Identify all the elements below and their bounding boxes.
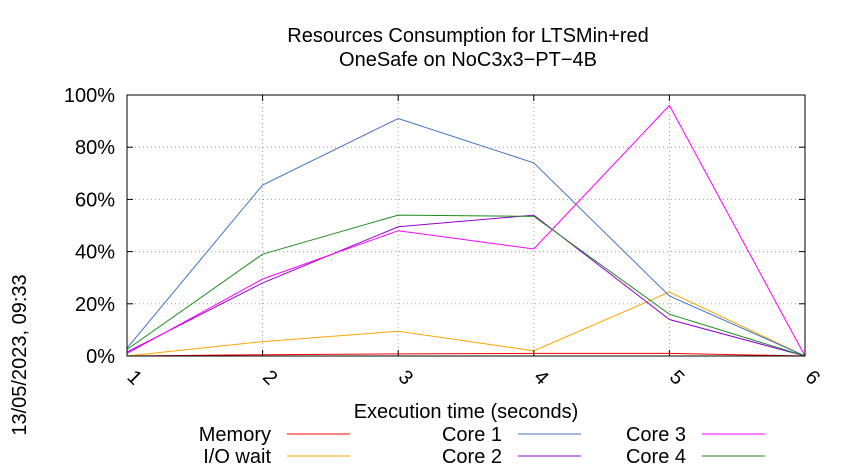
x-tick-label: 6: [801, 366, 824, 389]
y-tick-label: 80%: [75, 137, 115, 159]
timestamp-label: 13/05/2023, 09:33: [9, 274, 31, 435]
series-line-core-4: [126, 214, 806, 357]
x-tick-label: 5: [665, 366, 688, 389]
legend-label-core-3: Core 3: [626, 424, 686, 446]
series-lines: [126, 104, 806, 357]
chart-title-line-2: OneSafe on NoC3x3−PT−4B: [339, 49, 597, 71]
y-tick-label: 40%: [75, 242, 115, 264]
series-line-core-3: [126, 104, 806, 357]
x-axis-label: Execution time (seconds): [354, 401, 579, 423]
y-tick-label: 60%: [75, 189, 115, 211]
legend-label-core-1: Core 1: [442, 424, 502, 446]
x-tick-label: 3: [394, 366, 417, 389]
series-line-i-o-wait: [126, 291, 806, 357]
legend-label-memory: Memory: [199, 424, 271, 446]
legend-label-core-2: Core 2: [442, 446, 502, 468]
chart-title-line-1: Resources Consumption for LTSMin+red: [287, 25, 648, 47]
legend-label-core-4: Core 4: [626, 446, 686, 468]
series-line-memory: [126, 352, 806, 357]
plot-frame: [126, 94, 806, 357]
series-line-core-1: [126, 117, 806, 357]
x-tick-label: 1: [123, 366, 146, 389]
y-tick-label: 100%: [64, 85, 115, 107]
y-tick-label: 0%: [86, 346, 115, 368]
legend-label-i-o-wait: I/O wait: [203, 446, 271, 468]
x-tick-label: 2: [258, 366, 281, 389]
y-tick-label: 20%: [75, 294, 115, 316]
x-tick-label: 4: [529, 366, 552, 389]
series-line-core-2: [126, 214, 806, 357]
